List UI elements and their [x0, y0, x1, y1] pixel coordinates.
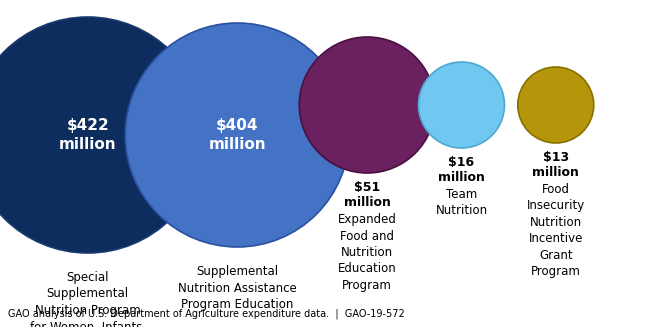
Text: Expanded
Food and
Nutrition
Education
Program: Expanded Food and Nutrition Education Pr…	[338, 213, 396, 292]
Text: $404
million: $404 million	[209, 118, 266, 152]
Text: $422
million: $422 million	[59, 118, 116, 152]
Text: Team
Nutrition: Team Nutrition	[436, 188, 488, 217]
Circle shape	[299, 37, 436, 173]
Circle shape	[419, 62, 504, 148]
Text: $51
million: $51 million	[344, 181, 391, 209]
Circle shape	[0, 17, 206, 253]
Text: Food
Insecurity
Nutrition
Incentive
Grant
Program: Food Insecurity Nutrition Incentive Gran…	[526, 183, 585, 279]
Text: GAO analysis of U.S. Department of Agriculture expenditure data.  |  GAO-19-572: GAO analysis of U.S. Department of Agric…	[8, 308, 405, 319]
Circle shape	[518, 67, 593, 143]
Text: Supplemental
Nutrition Assistance
Program Education: Supplemental Nutrition Assistance Progra…	[178, 265, 296, 311]
Text: $16
million: $16 million	[438, 156, 485, 184]
Text: $13
million: $13 million	[532, 151, 579, 179]
Circle shape	[125, 23, 349, 247]
Text: Special
Supplemental
Nutrition Program
for Women, Infants,
and Children: Special Supplemental Nutrition Program f…	[30, 271, 146, 327]
